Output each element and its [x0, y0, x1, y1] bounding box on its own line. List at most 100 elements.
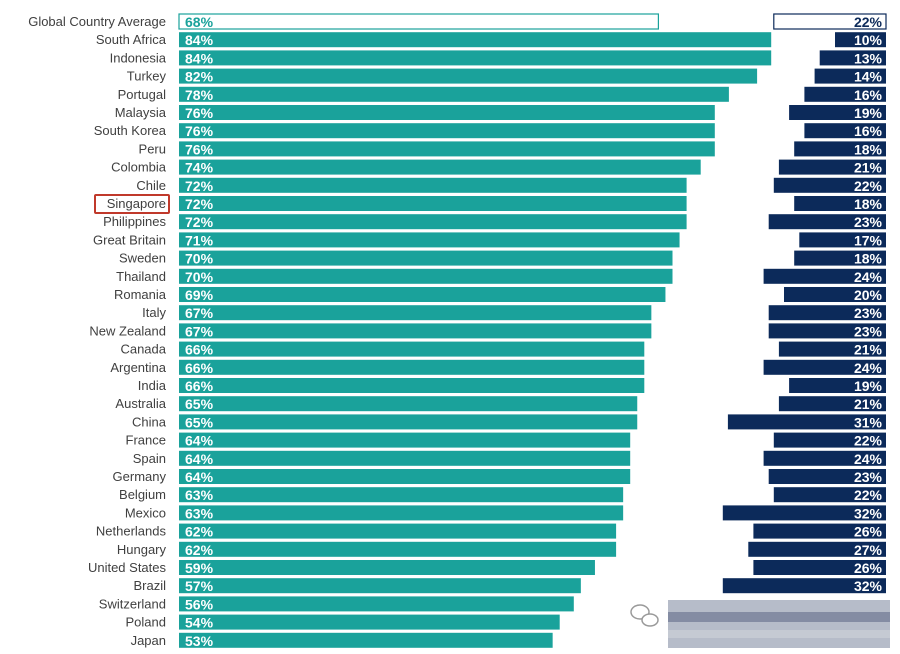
country-label: Colombia [111, 160, 167, 175]
right-bar [799, 232, 886, 248]
left-value-label: 69% [185, 287, 214, 303]
country-label: Poland [126, 615, 166, 630]
right-bar [794, 250, 886, 266]
left-bar [179, 50, 772, 66]
right-bar [768, 469, 886, 484]
right-bar [794, 141, 886, 157]
left-value-label: 64% [185, 433, 214, 449]
country-label: Turkey [127, 69, 167, 84]
blurred-watermark [630, 600, 890, 648]
left-value-label: 65% [185, 396, 214, 412]
right-bar [727, 414, 886, 430]
left-value-label: 66% [185, 360, 214, 376]
country-label: Philippines [103, 214, 166, 229]
right-bar [768, 305, 886, 321]
right-value-label: 10% [854, 32, 883, 48]
country-label: Spain [133, 451, 166, 466]
country-label: Romania [114, 287, 167, 302]
chart-row: India 66% 19% [138, 378, 886, 394]
right-value-label: 22% [854, 178, 883, 194]
right-bar [778, 396, 886, 412]
country-label: Switzerland [99, 596, 166, 611]
chart-row: Japan 53% [131, 632, 553, 649]
left-value-label: 72% [185, 214, 214, 230]
watermark-blur-block [668, 600, 890, 648]
highlight-box [94, 194, 170, 214]
right-value-label: 22% [854, 433, 883, 449]
left-value-label: 78% [185, 87, 214, 103]
chart-row: Romania 69% 20% [114, 287, 886, 303]
chart-row: Singapore 72% 18% [94, 194, 886, 214]
right-value-label: 19% [854, 378, 883, 394]
right-value-label: 21% [854, 396, 883, 412]
chart-row: Turkey 82% 14% [127, 68, 886, 85]
chart-row: Switzerland 56% [99, 596, 574, 612]
left-bar [179, 123, 715, 139]
right-bar [835, 32, 886, 48]
left-value-label: 70% [185, 251, 214, 267]
country-label: United States [88, 560, 167, 575]
left-bar [179, 505, 624, 521]
right-bar [768, 214, 886, 230]
chart-row: Mexico 63% 32% [125, 505, 886, 521]
left-bar [179, 86, 729, 102]
right-bar [722, 505, 886, 521]
chart-rows: Global Country Average 68% 22% South Africa… [28, 13, 887, 649]
right-value-label: 14% [854, 69, 883, 85]
right-bar [778, 159, 886, 175]
right-bar [819, 50, 886, 66]
right-bar [778, 341, 886, 357]
left-value-label: 67% [185, 305, 214, 321]
right-value-label: 16% [854, 87, 883, 103]
left-bar [179, 287, 666, 302]
left-value-label: 72% [185, 196, 214, 212]
left-bar [179, 214, 687, 230]
right-bar [773, 487, 886, 503]
left-value-label: 62% [185, 524, 214, 540]
country-label: New Zealand [89, 323, 166, 338]
chart-row: South Korea 76% 16% [94, 123, 886, 139]
country-label: Brazil [133, 578, 166, 593]
left-bar [179, 341, 645, 357]
left-value-label: 57% [185, 578, 214, 594]
left-bar [179, 32, 772, 48]
chart-row: South Africa 84% 10% [96, 32, 886, 48]
left-bar [179, 414, 638, 430]
chart-row: Belgium 63% 22% [119, 487, 886, 503]
chart-row: Colombia 74% 21% [111, 159, 886, 176]
left-bar [179, 596, 574, 612]
left-value-label: 64% [185, 451, 214, 467]
right-value-label: 18% [854, 251, 883, 267]
chart-row: Poland 54% [126, 614, 560, 631]
right-bar [789, 378, 886, 393]
right-value-label: 24% [854, 269, 883, 285]
left-value-label: 63% [185, 487, 214, 503]
country-label: Great Britain [93, 232, 166, 247]
left-bar [179, 68, 758, 84]
right-value-label: 24% [854, 451, 883, 467]
country-label: Peru [139, 141, 166, 156]
left-value-label: 53% [185, 633, 214, 649]
country-label: France [126, 433, 166, 448]
right-value-label: 13% [854, 50, 883, 66]
left-bar [179, 450, 631, 466]
average-right-bar [773, 13, 887, 30]
left-bar [179, 359, 645, 375]
right-bar [789, 105, 886, 120]
left-value-label: 66% [185, 378, 214, 394]
country-label: Thailand [116, 269, 166, 284]
left-value-label: 76% [185, 123, 214, 139]
left-value-label: 74% [185, 160, 214, 176]
country-label: Mexico [125, 505, 166, 520]
right-value-label: 23% [854, 469, 883, 485]
left-bar [179, 250, 673, 266]
right-value-label: 24% [854, 360, 883, 376]
left-value-label: 70% [185, 269, 214, 285]
chart-row: Canada 66% 21% [120, 341, 886, 358]
left-bar [179, 305, 652, 321]
right-value-label: 26% [854, 524, 883, 540]
chart-row: Netherlands 62% 26% [96, 523, 886, 540]
left-value-label: 76% [185, 105, 214, 121]
left-value-label: 72% [185, 178, 214, 194]
